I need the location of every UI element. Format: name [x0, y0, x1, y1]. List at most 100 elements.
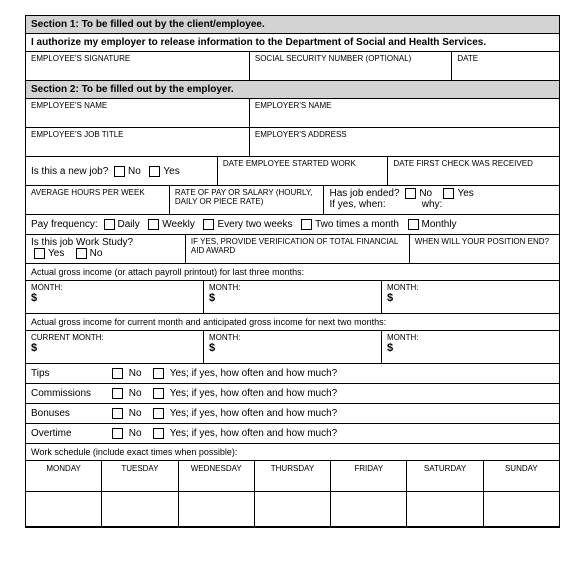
- day-sat-val[interactable]: [407, 492, 483, 526]
- employment-form: Section 1: To be filled out by the clien…: [25, 15, 560, 528]
- next2-label: MONTH:: [387, 333, 419, 342]
- next1-label: MONTH:: [209, 333, 241, 342]
- current-month-label: CURRENT MONTH:: [31, 333, 104, 342]
- days-row: MONDAY TUESDAY WEDNESDAY THURSDAY FRIDAY…: [26, 461, 559, 492]
- tips-no-label: No: [129, 368, 142, 379]
- signature-label: EMPLOYEE'S SIGNATURE: [31, 54, 244, 63]
- employee-name-label: EMPLOYEE'S NAME: [31, 101, 244, 110]
- ended-why-label: why:: [422, 199, 443, 210]
- freq-label: Pay frequency:: [31, 219, 98, 230]
- workstudy-row: Is this job Work Study? Yes No IF YES, P…: [26, 235, 559, 264]
- comm-yes-label: Yes; if yes, how often and how much?: [170, 388, 338, 399]
- month3-label: MONTH:: [387, 283, 419, 292]
- ws-no-checkbox[interactable]: [76, 248, 87, 259]
- bonus-yes-checkbox[interactable]: [153, 408, 164, 419]
- freq-twomonth-checkbox[interactable]: [301, 219, 312, 230]
- overtime-label: Overtime: [31, 428, 109, 439]
- newjob-no-checkbox[interactable]: [114, 166, 125, 177]
- section1-header: Section 1: To be filled out by the clien…: [26, 16, 559, 34]
- tips-row: Tips No Yes; if yes, how often and how m…: [26, 364, 559, 384]
- day-tue: TUESDAY: [102, 461, 178, 491]
- bonuses-row: Bonuses No Yes; if yes, how often and ho…: [26, 404, 559, 424]
- day-thu: THURSDAY: [255, 461, 331, 491]
- income2-header: Actual gross income for current month an…: [26, 314, 559, 331]
- income2-row: CURRENT MONTH:$ MONTH:$ MONTH:$: [26, 331, 559, 364]
- newjob-no-label: No: [128, 166, 141, 177]
- newjob-yes-label: Yes: [163, 166, 179, 177]
- current-dollar: $: [31, 342, 37, 354]
- month1-dollar: $: [31, 292, 37, 304]
- freq-daily-label: Daily: [118, 219, 140, 230]
- newjob-row: Is this a new job? No Yes DATE EMPLOYEE …: [26, 157, 559, 186]
- hours-rate-row: AVERAGE HOURS PER WEEK RATE OF PAY OR SA…: [26, 186, 559, 215]
- job-addr-row: EMPLOYEE'S JOB TITLE EMPLOYER'S ADDRESS: [26, 128, 559, 157]
- authorization-text: I authorize my employer to release infor…: [26, 34, 559, 52]
- next1-dollar: $: [209, 342, 215, 354]
- day-thu-val[interactable]: [255, 492, 331, 526]
- ot-yes-checkbox[interactable]: [153, 428, 164, 439]
- comm-no-checkbox[interactable]: [112, 388, 123, 399]
- day-fri-val[interactable]: [331, 492, 407, 526]
- job-title-label: EMPLOYEE'S JOB TITLE: [31, 130, 244, 139]
- tips-label: Tips: [31, 368, 109, 379]
- tips-yes-label: Yes; if yes, how often and how much?: [170, 368, 338, 379]
- workstudy-question: Is this job Work Study?: [31, 237, 133, 248]
- date-label: DATE: [457, 54, 554, 63]
- ot-yes-label: Yes; if yes, how often and how much?: [170, 428, 338, 439]
- rate-label: RATE OF PAY OR SALARY (HOURLY, DAILY OR …: [175, 188, 319, 206]
- ws-end-label: WHEN WILL YOUR POSITION END?: [415, 237, 554, 246]
- ended-no-checkbox[interactable]: [405, 188, 416, 199]
- bonuses-label: Bonuses: [31, 408, 109, 419]
- avg-hours-label: AVERAGE HOURS PER WEEK: [31, 188, 164, 197]
- day-sat: SATURDAY: [407, 461, 483, 491]
- newjob-question: Is this a new job?: [31, 166, 108, 177]
- start-date-label: DATE EMPLOYEE STARTED WORK: [223, 159, 383, 168]
- day-sun: SUNDAY: [484, 461, 559, 491]
- next2-dollar: $: [387, 342, 393, 354]
- ot-no-label: No: [129, 428, 142, 439]
- days-empty-row: [26, 492, 559, 527]
- ot-no-checkbox[interactable]: [112, 428, 123, 439]
- comm-no-label: No: [129, 388, 142, 399]
- ended-when-label: If yes, when:: [329, 199, 385, 210]
- freq-weekly-label: Weekly: [162, 219, 195, 230]
- month3-dollar: $: [387, 292, 393, 304]
- first-check-label: DATE FIRST CHECK WAS RECEIVED: [393, 159, 554, 168]
- day-tue-val[interactable]: [102, 492, 178, 526]
- employer-name-label: EMPLOYER'S NAME: [255, 101, 554, 110]
- day-mon: MONDAY: [26, 461, 102, 491]
- ws-yes-label: Yes: [48, 248, 64, 259]
- signature-row: EMPLOYEE'S SIGNATURE SOCIAL SECURITY NUM…: [26, 52, 559, 81]
- newjob-yes-checkbox[interactable]: [149, 166, 160, 177]
- tips-no-checkbox[interactable]: [112, 368, 123, 379]
- ssn-label: SOCIAL SECURITY NUMBER (OPTIONAL): [255, 54, 447, 63]
- day-mon-val[interactable]: [26, 492, 102, 526]
- ws-verify-label: IF YES, PROVIDE VERIFICATION OF TOTAL FI…: [191, 237, 404, 255]
- income1-header: Actual gross income (or attach payroll p…: [26, 264, 559, 281]
- ended-no-label: No: [419, 188, 432, 199]
- ws-yes-checkbox[interactable]: [34, 248, 45, 259]
- schedule-header: Work schedule (include exact times when …: [26, 444, 559, 461]
- section2-header: Section 2: To be filled out by the emplo…: [26, 81, 559, 99]
- day-sun-val[interactable]: [484, 492, 559, 526]
- pay-freq-row: Pay frequency: Daily Weekly Every two we…: [26, 215, 559, 235]
- month2-dollar: $: [209, 292, 215, 304]
- income1-row: MONTH:$ MONTH:$ MONTH:$: [26, 281, 559, 314]
- freq-monthly-checkbox[interactable]: [408, 219, 419, 230]
- comm-yes-checkbox[interactable]: [153, 388, 164, 399]
- ws-no-label: No: [90, 248, 103, 259]
- bonus-no-checkbox[interactable]: [112, 408, 123, 419]
- tips-yes-checkbox[interactable]: [153, 368, 164, 379]
- ended-yes-checkbox[interactable]: [443, 188, 454, 199]
- day-wed-val[interactable]: [179, 492, 255, 526]
- freq-twoweeks-label: Every two weeks: [217, 219, 292, 230]
- day-fri: FRIDAY: [331, 461, 407, 491]
- freq-daily-checkbox[interactable]: [104, 219, 115, 230]
- bonus-no-label: No: [129, 408, 142, 419]
- month1-label: MONTH:: [31, 283, 63, 292]
- job-ended-question: Has job ended?: [329, 188, 399, 199]
- freq-twoweeks-checkbox[interactable]: [203, 219, 214, 230]
- employer-addr-label: EMPLOYER'S ADDRESS: [255, 130, 554, 139]
- ended-yes-label: Yes: [457, 188, 473, 199]
- freq-weekly-checkbox[interactable]: [148, 219, 159, 230]
